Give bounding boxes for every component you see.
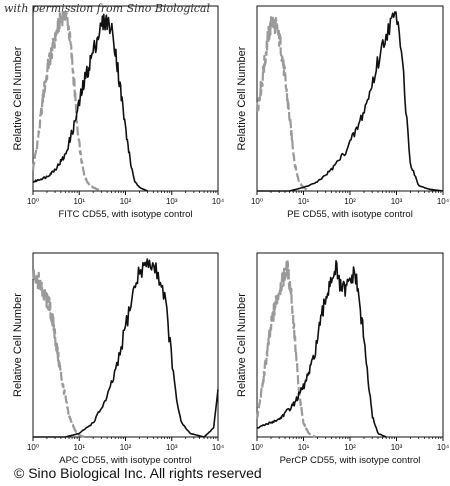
isotype-control-curve — [255, 16, 310, 192]
x-tick-label: 10¹ — [298, 443, 310, 452]
y-axis-label: Relative Cell Number — [236, 46, 248, 150]
x-tick-label: 10¹ — [298, 197, 310, 206]
x-tick-label: 10¹ — [73, 443, 85, 452]
plot-frame — [32, 252, 219, 438]
x-tick-label: 10² — [120, 443, 132, 452]
cd55-stained-curve — [257, 11, 444, 192]
panel-2: 10⁰ 10¹ 10² 10³ 10⁴ PE CD55, with isotype con… — [236, 5, 450, 220]
x-tick-label: 10⁴ — [437, 443, 450, 452]
x-tick-label: 10⁰ — [251, 197, 263, 206]
isotype-control-curve — [255, 260, 317, 438]
isotype-control-curve — [31, 269, 86, 439]
cd55-stained-curve — [32, 13, 148, 192]
x-tick-label: 10⁰ — [27, 197, 39, 206]
watermark-text: with permission from Sino Biological — [4, 2, 211, 15]
x-tick-label: 10³ — [391, 197, 403, 206]
x-tick-label: 10³ — [166, 197, 178, 206]
panel-1: 10⁰ 10¹ 10² 10³ 10⁴ FITC CD55, with isotype c… — [12, 5, 225, 220]
x-tick-label: 10¹ — [73, 197, 85, 206]
x-axis-label: FITC CD55, with isotype control — [58, 209, 192, 220]
x-tick-label: 10⁰ — [251, 443, 263, 452]
panel-3: 10⁰ 10¹ 10² 10³ 10⁴ APC CD55, with isotype co… — [12, 252, 225, 466]
plot-frame — [256, 5, 444, 192]
x-tick-label: 10⁴ — [212, 197, 225, 206]
x-tick-label: 10⁴ — [212, 443, 225, 452]
x-tick-label: 10⁰ — [27, 443, 39, 452]
x-tick-label: 10³ — [391, 443, 403, 452]
y-axis-label: Relative Cell Number — [12, 46, 24, 150]
cd55-stained-curve — [33, 258, 219, 438]
x-tick-label: 10³ — [166, 443, 178, 452]
cd55-stained-curve — [256, 260, 387, 438]
x-axis-label: PE CD55, with isotype control — [287, 209, 413, 220]
x-axis-label: APC CD55, with isotype control — [59, 455, 192, 466]
y-axis-label: Relative Cell Number — [236, 293, 248, 397]
isotype-control-curve — [31, 10, 103, 193]
x-tick-label: 10² — [120, 197, 132, 206]
x-tick-label: 10⁴ — [437, 197, 450, 206]
x-tick-label: 10² — [344, 443, 356, 452]
x-tick-label: 10² — [344, 197, 356, 206]
panel-4: 10⁰ 10¹ 10² 10³ 10⁴ PerCP CD55, with isotype … — [236, 252, 450, 466]
y-axis-label: Relative Cell Number — [12, 293, 24, 397]
x-axis-label: PerCP CD55, with isotype control — [280, 455, 421, 466]
copyright-text: © Sino Biological Inc. All rights reserv… — [14, 465, 262, 481]
